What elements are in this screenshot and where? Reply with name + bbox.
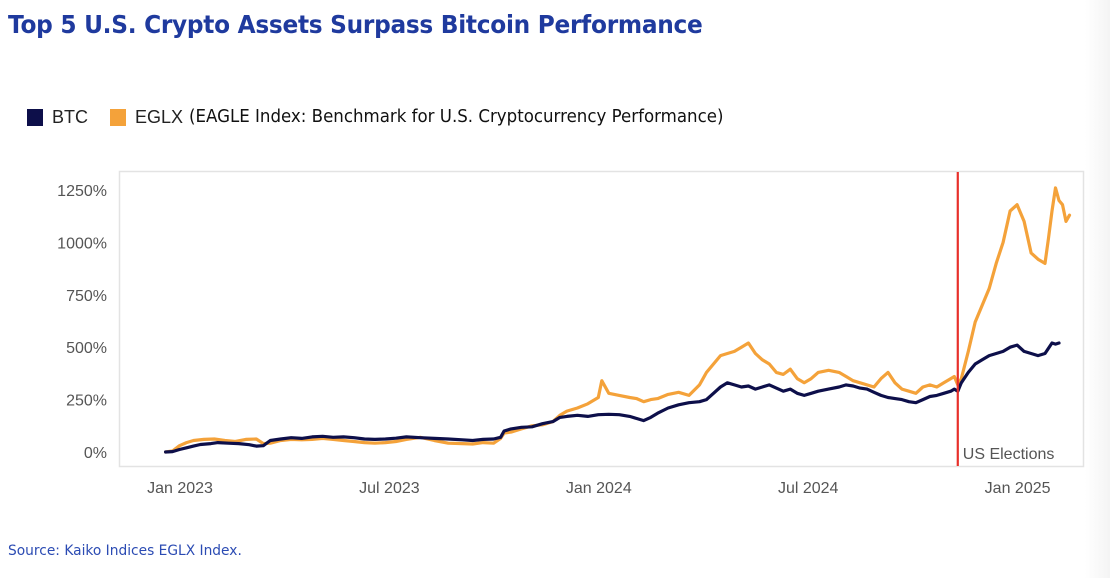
series-layer (164, 186, 1072, 454)
plot-area (118, 170, 1085, 468)
legend: BTC EGLX (EAGLE Index: Benchmark for U.S… (27, 105, 752, 129)
legend-item-btc[interactable]: BTC (27, 107, 88, 128)
election-marker-label: US Elections (963, 446, 1055, 463)
legend-item-eglx[interactable]: EGLX (110, 107, 183, 128)
legend-label-btc: BTC (52, 106, 88, 127)
x-tick-label: Jan 2025 (985, 480, 1051, 497)
series-line-eglx[interactable] (164, 186, 1072, 454)
y-tick-label: 0% (84, 445, 107, 462)
legend-description: (EAGLE Index: Benchmark for U.S. Cryptoc… (189, 107, 724, 127)
x-tick-label: Jul 2024 (778, 480, 839, 497)
x-tick-label: Jan 2024 (566, 480, 632, 497)
x-axis: Jan 2023 Jul 2023 Jan 2024 Jul 2024 Jan 2025 (147, 480, 1051, 497)
legend-swatch-btc (27, 108, 43, 126)
legend-label-eglx: EGLX (135, 106, 184, 127)
chart-title: Top 5 U.S. Crypto Assets Surpass Bitcoin… (8, 10, 703, 39)
y-tick-label: 750% (66, 288, 107, 305)
source-note: Source: Kaiko Indices EGLX Index. (8, 543, 242, 559)
x-tick-label: Jul 2023 (359, 480, 420, 497)
y-tick-label: 250% (66, 393, 107, 410)
y-tick-label: 1000% (57, 235, 107, 252)
legend-swatch-eglx (110, 108, 126, 126)
annotation-layer: US Elections (956, 172, 1055, 466)
y-tick-label: 500% (66, 340, 107, 357)
y-axis: 0% 250% 500% 750% 1000% 1250% (57, 183, 107, 462)
x-tick-label: Jan 2023 (147, 480, 213, 497)
series-line-btc[interactable] (164, 341, 1061, 454)
y-tick-label: 1250% (57, 183, 107, 200)
